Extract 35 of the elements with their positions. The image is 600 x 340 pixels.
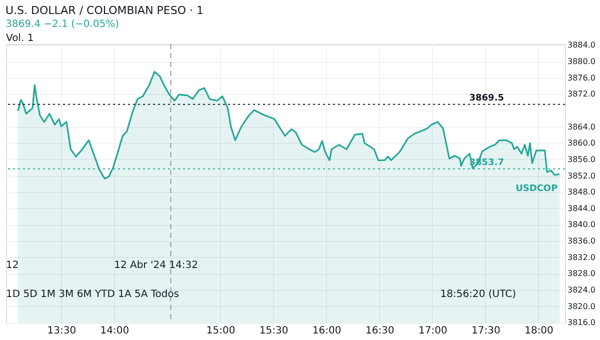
x-tick-label: 14:00 — [100, 326, 130, 336]
annotation: 1D 5D 1M 3M 6M YTD 1A 5A Todos — [6, 289, 180, 300]
y-tick-label: 3880.0 — [568, 57, 596, 66]
chart-subtitle: 3869.4 −2.1 (−0.05%) — [6, 19, 120, 30]
y-tick-label: 3828.0 — [568, 269, 596, 278]
series-label: USDCOP — [516, 184, 558, 194]
y-tick-label: 3824.0 — [568, 285, 596, 294]
x-tick-label: 17:30 — [472, 326, 500, 336]
ref-line-label: 3869.5 — [469, 93, 504, 104]
text: Vol. 1 — [6, 33, 34, 44]
y-tick-label: 3816.0 — [568, 318, 596, 328]
y-tick-label: 3872.0 — [568, 90, 596, 99]
y-tick-label: 3852.0 — [568, 171, 596, 180]
annotation: 18:56:20 (UTC) — [440, 289, 516, 300]
x-tick-label: 16:30 — [365, 326, 394, 336]
y-tick-label: 3860.0 — [568, 138, 596, 148]
annotation: 12 — [6, 260, 19, 271]
annotation: 12 Abr '24 14:32 — [114, 260, 198, 271]
chart-title: U.S. DOLLAR / COLOMBIAN PESO · 1 — [6, 4, 204, 17]
y-tick-label: 3848.0 — [568, 188, 596, 197]
y-tick-label: 3856.0 — [568, 154, 596, 164]
y-tick-label: 3840.0 — [568, 220, 596, 230]
y-tick-label: 3876.0 — [568, 73, 596, 82]
y-tick-label: 3844.0 — [568, 204, 596, 213]
y-tick-label: 3884.0 — [568, 40, 596, 50]
y-tick-label: 3820.0 — [568, 302, 596, 311]
y-tick-label: 3836.0 — [568, 236, 596, 246]
x-tick-label: 15:00 — [206, 326, 236, 336]
x-tick-label: 18:00 — [524, 326, 554, 336]
x-tick-label: 15:30 — [259, 326, 288, 336]
y-tick-label: 3832.0 — [568, 252, 596, 262]
y-tick-label: 3864.0 — [568, 122, 596, 132]
x-tick-label: 13:30 — [47, 326, 76, 336]
x-tick-label: 16:00 — [312, 326, 342, 336]
x-tick-label: 17:00 — [418, 326, 448, 336]
